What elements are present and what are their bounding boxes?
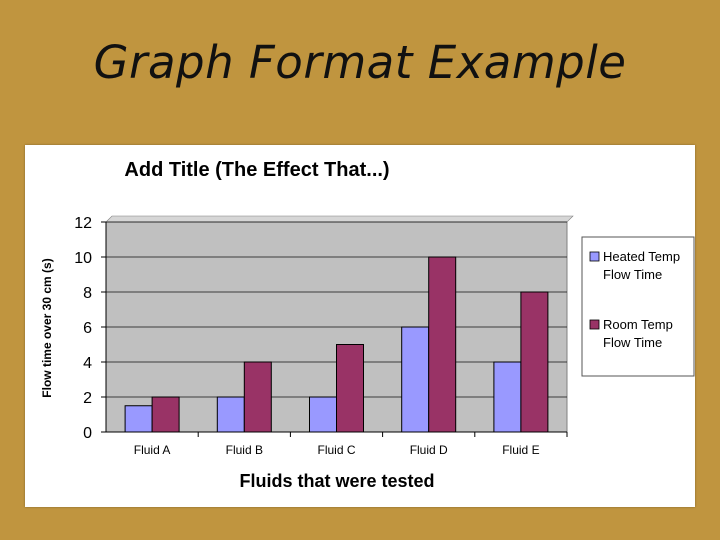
y-tick-label: 0 — [83, 425, 92, 442]
heated-bar — [309, 396, 337, 433]
y-tick-label: 12 — [74, 215, 92, 232]
y-tick-label: 6 — [83, 320, 92, 337]
slide-title: Graph Format Example — [93, 36, 627, 89]
chart-panel: Add Title (The Effect That...) Fluids th… — [25, 145, 695, 507]
room-bar — [243, 361, 272, 433]
heated-bar — [493, 361, 522, 433]
heated-bar — [124, 405, 153, 433]
heated-bar — [216, 396, 245, 433]
x-tick-label: Fluid E — [502, 443, 539, 457]
y-tick-label: 8 — [83, 285, 92, 302]
legend-label: Room Temp — [603, 317, 673, 332]
legend: Heated Temp Flow Time Room Temp Flow Time — [581, 236, 695, 377]
plot-depth-top — [105, 215, 574, 223]
y-tick-label: 4 — [83, 355, 92, 372]
legend-label: Heated Temp — [603, 249, 680, 264]
bar-chart: Add Title (The Effect That...) Fluids th… — [40, 159, 695, 491]
room-bar — [428, 256, 457, 433]
legend-label: Flow Time — [603, 267, 662, 282]
y-axis-label: Flow time over 30 cm (s) — [40, 258, 54, 397]
x-axis-label: Fluids that were tested — [239, 471, 434, 491]
room-bar — [151, 396, 180, 433]
y-tick-label: 10 — [74, 250, 92, 267]
legend-box — [581, 236, 695, 377]
legend-label: Flow Time — [603, 335, 662, 350]
chart-title: Add Title (The Effect That...) — [124, 159, 389, 181]
room-bar — [520, 291, 549, 433]
heated-bar — [401, 326, 430, 433]
legend-swatch — [589, 319, 600, 330]
legend-swatch — [589, 251, 600, 262]
room-bar — [336, 344, 364, 433]
x-tick-label: Fluid D — [410, 443, 448, 457]
plot-area: 0 2 4 6 8 10 12 Fluid A Fluid B Fluid C Fluid D Flu… — [74, 215, 574, 457]
x-tick-label: Fluid A — [134, 443, 171, 457]
x-tick-label: Fluid B — [226, 443, 263, 457]
x-tick-label: Fluid C — [317, 443, 355, 457]
y-tick-label: 2 — [83, 390, 92, 407]
